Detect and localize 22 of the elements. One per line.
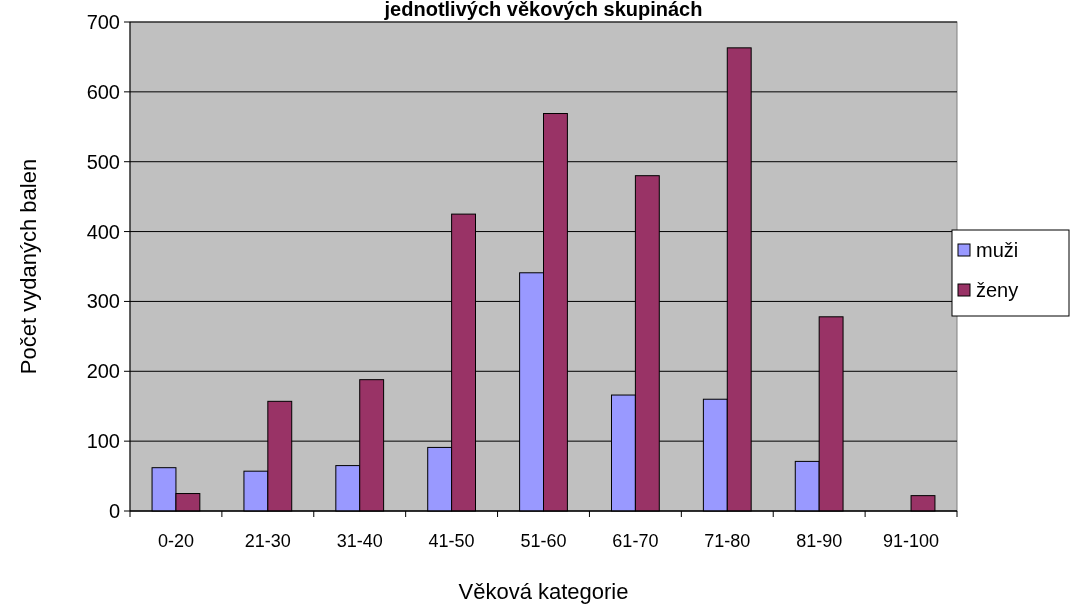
- legend-label: ženy: [976, 279, 1019, 301]
- x-axis-title: Věková kategorie: [458, 579, 629, 604]
- y-tick-label: 300: [86, 290, 120, 313]
- y-tick-label: 400: [86, 220, 120, 243]
- x-tick-label: 71-80: [704, 531, 751, 551]
- x-tick-label: 21-30: [244, 531, 291, 551]
- chart-title: jednotlivých věkových skupinách: [383, 0, 703, 20]
- y-tick-label: 700: [86, 11, 120, 33]
- y-tick-label: 200: [86, 360, 120, 383]
- x-tick-label: 81-90: [796, 531, 843, 551]
- legend-label: muži: [976, 239, 1019, 261]
- x-tick-label: 51-60: [520, 531, 567, 551]
- y-tick-label: 600: [86, 80, 120, 103]
- x-tick-label: 41-50: [428, 531, 475, 551]
- y-tick-label: 100: [86, 430, 120, 453]
- y-axis-title: Počet vydaných balen: [16, 158, 41, 375]
- y-tick-label: 500: [86, 150, 120, 173]
- y-tick-label: 0: [108, 500, 120, 522]
- x-tick-label: 31-40: [336, 531, 383, 551]
- x-tick-label: 91-100: [883, 531, 940, 551]
- x-tick-label: 0-20: [157, 531, 194, 551]
- x-tick-label: 61-70: [612, 531, 659, 551]
